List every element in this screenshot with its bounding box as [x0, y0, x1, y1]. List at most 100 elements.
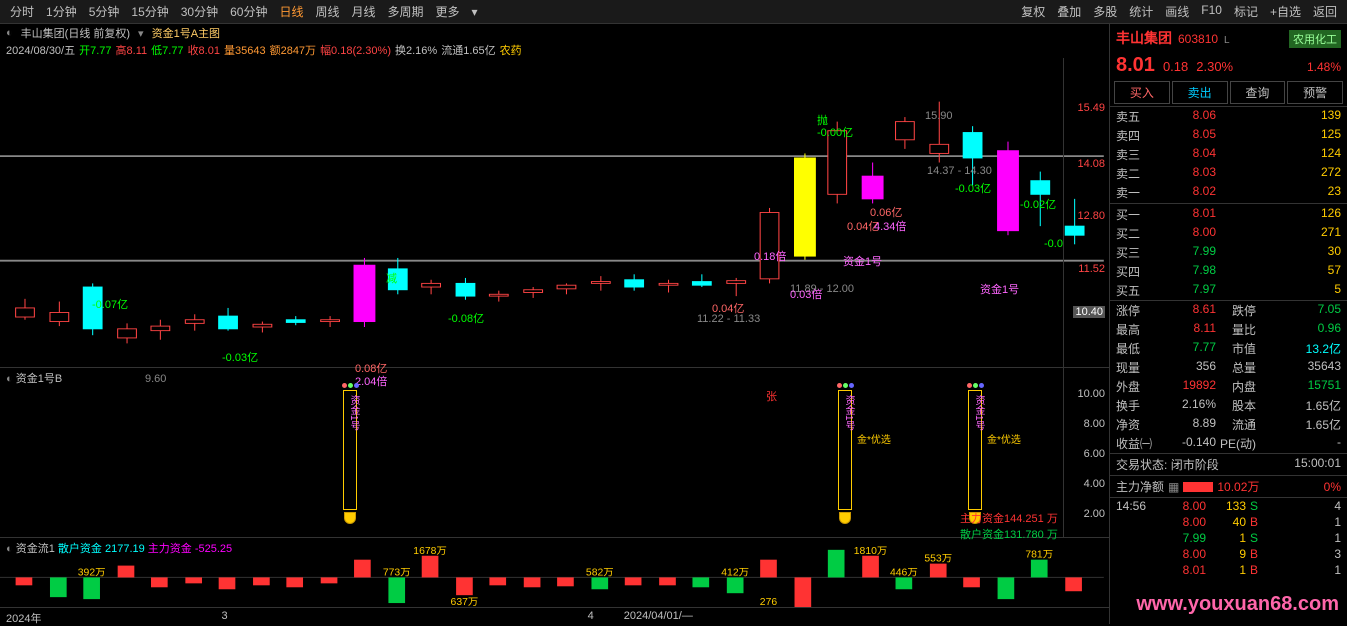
timeline-month: 3: [221, 610, 227, 624]
query-button[interactable]: 查询: [1230, 81, 1286, 104]
sub2-val-b: 2177.19: [105, 543, 145, 555]
book-row[interactable]: 卖一8.0223: [1110, 183, 1347, 202]
book-row[interactable]: 买二8.00271: [1110, 224, 1347, 243]
yaxis-label: 12.80: [1077, 210, 1105, 222]
svg-text:637万: 637万: [451, 597, 479, 607]
book-row[interactable]: 买五7.975: [1110, 281, 1347, 300]
tool-button[interactable]: F10: [1195, 3, 1228, 20]
quote-header: 丰山集团 603810 L 农用化工: [1110, 24, 1347, 52]
chart-area: ◐ 丰山集团(日线 前复权) ▾ 资金1号A主图 2024/08/30/五 开7…: [0, 24, 1109, 624]
quote-panel: 丰山集团 603810 L 农用化工 8.01 0.18 2.30% 1.48%…: [1109, 24, 1347, 624]
tool-button[interactable]: 复权: [1015, 3, 1051, 20]
svg-text:1810万: 1810万: [854, 546, 888, 557]
tool-button[interactable]: 叠加: [1051, 3, 1087, 20]
amt-label: 额2847万: [270, 42, 316, 58]
book-row[interactable]: 卖四8.05125: [1110, 126, 1347, 145]
sub1-title-text: 资金1号B: [16, 373, 62, 385]
chart-annotation: -0.0: [1044, 238, 1063, 250]
sub2-title: ◐ 资金流1 散户资金 2177.19 主力资金 -525.25: [6, 540, 232, 556]
buy-button[interactable]: 买入: [1114, 81, 1170, 104]
timeline-year: 2024年: [6, 610, 41, 624]
chg-label: 幅0.18(2.30%): [320, 42, 391, 58]
sector-badge[interactable]: 农用化工: [1289, 30, 1341, 48]
svg-text:1678万: 1678万: [413, 546, 447, 557]
vol-label: 量35643: [224, 42, 266, 58]
mainfund-label: 主力净额: [1116, 478, 1164, 495]
timeframe-tab[interactable]: 多周期: [382, 5, 430, 19]
info-row: 外盘19892内盘15751: [1110, 377, 1347, 396]
fund-marker: 资金1号: [340, 383, 360, 524]
chart-annotation: -0.07亿: [92, 296, 128, 312]
book-row[interactable]: 卖二8.03272: [1110, 164, 1347, 183]
book-row[interactable]: 买四7.9857: [1110, 262, 1347, 281]
chart-annotation: 0.18倍: [754, 248, 786, 264]
price-pct: 2.30%: [1196, 59, 1233, 74]
yaxis-label: 8.00: [1084, 418, 1105, 430]
tool-button[interactable]: 返回: [1307, 3, 1343, 20]
chart-annotation: 0.04亿: [712, 300, 744, 316]
tool-button[interactable]: 统计: [1123, 3, 1159, 20]
price-change: 0.18: [1163, 59, 1188, 74]
sub-panel-fund[interactable]: ◐ 资金1号B 10.00 8.00 6.00 4.00 2.00 资金1号 资…: [0, 368, 1109, 538]
status-label: 交易状态:: [1116, 458, 1167, 472]
book-row[interactable]: 买三7.9930: [1110, 243, 1347, 262]
timeframe-tab[interactable]: 日线: [273, 5, 309, 19]
tool-button[interactable]: 多股: [1087, 3, 1123, 20]
timeframe-tab[interactable]: 5分钟: [83, 5, 126, 19]
svg-text:582万: 582万: [586, 568, 614, 579]
sub2-title-b: 散户资金: [58, 543, 102, 555]
timeframe-tab[interactable]: 15分钟: [125, 5, 174, 19]
chart-title-row: ◐ 丰山集团(日线 前复权) ▾ 资金1号A主图: [0, 24, 1109, 42]
info-row: 现量356总量35643: [1110, 358, 1347, 377]
expand-icon[interactable]: ◐: [6, 373, 13, 385]
alert-button[interactable]: 预警: [1287, 81, 1343, 104]
tool-button[interactable]: +自选: [1264, 3, 1307, 20]
tool-button[interactable]: 画线: [1159, 3, 1195, 20]
more-dropdown[interactable]: ▾: [466, 0, 484, 24]
low-label: 低7.77: [151, 42, 183, 58]
candlestick-chart[interactable]: 15.49 14.08 12.80 11.52 10.40 -0.07亿9.60…: [0, 58, 1109, 368]
expand-icon[interactable]: ◐: [6, 27, 13, 39]
book-row[interactable]: 卖三8.04124: [1110, 145, 1347, 164]
chart-annotation: 减: [386, 270, 397, 286]
timeframe-tab[interactable]: 周线: [309, 5, 345, 19]
stock-name: 丰山集团: [1116, 28, 1172, 48]
action-buttons: 买入 卖出 查询 预警: [1110, 79, 1347, 106]
high-label: 高8.11: [116, 42, 148, 58]
sub-panel-flow[interactable]: ◐ 资金流1 散户资金 2177.19 主力资金 -525.25 392万773…: [0, 538, 1109, 608]
float-label: 流通1.65亿: [441, 42, 495, 58]
timeframe-tab[interactable]: 1分钟: [40, 5, 83, 19]
book-row[interactable]: 买一8.01126: [1110, 205, 1347, 224]
chart-annotation: -0.00亿: [817, 124, 853, 140]
chart-annotation: 0.03倍: [790, 286, 822, 302]
expand-icon[interactable]: ◐: [6, 543, 13, 555]
timeframe-tab[interactable]: 分时: [4, 5, 40, 19]
status-time: 15:00:01: [1294, 456, 1341, 470]
book-row[interactable]: 卖五8.06139: [1110, 107, 1347, 126]
sell-button[interactable]: 卖出: [1172, 81, 1228, 104]
fund-marker: 资金1号 金*优选: [965, 383, 985, 524]
dropdown-icon[interactable]: ▾: [138, 27, 144, 40]
watermark: www.youxuan68.com: [1136, 593, 1339, 616]
timeline-month: 4: [588, 610, 594, 624]
sub1-title: ◐ 资金1号B: [6, 370, 62, 386]
mainfund-bar: [1183, 482, 1213, 492]
timeframe-tab[interactable]: 月线: [346, 5, 382, 19]
chart-annotation: 4.34倍: [874, 218, 906, 234]
chart-annotation: 14.37 - 14.30: [927, 165, 992, 177]
yaxis-current: 10.40: [1073, 306, 1105, 318]
yaxis-label: 6.00: [1084, 448, 1105, 460]
svg-text:446万: 446万: [890, 568, 918, 579]
chart-annotation: -0.03亿: [955, 180, 991, 196]
mainfund-value: 10.02万: [1217, 478, 1259, 495]
info-row: 涨停8.61跌停7.05: [1110, 301, 1347, 320]
close-label: 收8.01: [188, 42, 220, 58]
info-row: 最低7.77市值13.2亿: [1110, 339, 1347, 358]
mainfund-pct: 0%: [1324, 480, 1341, 494]
svg-text:412万: 412万: [721, 568, 749, 579]
timeframe-tab[interactable]: 30分钟: [175, 5, 224, 19]
timeframe-tab[interactable]: 60分钟: [224, 5, 273, 19]
tool-button[interactable]: 标记: [1228, 3, 1264, 20]
fund-label: 资金1号A主图: [152, 25, 220, 41]
timeframe-tab[interactable]: 更多: [430, 5, 466, 19]
